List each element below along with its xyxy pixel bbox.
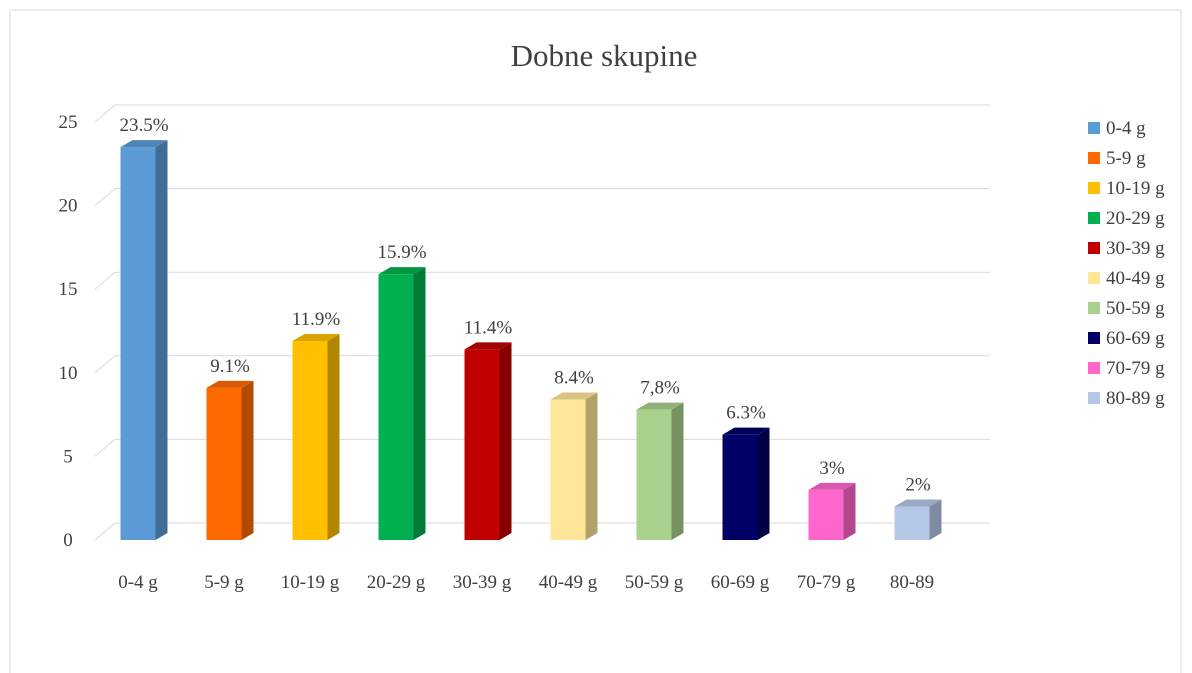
bar-top [636,402,684,410]
bar-top [808,482,856,490]
value-label: 8.4% [554,368,594,389]
bar-front [206,387,242,540]
bar-side [413,267,426,540]
bar-top [206,380,254,388]
bar-side [671,402,684,540]
x-tick-label: 10-19 g [281,572,340,593]
bar-front [120,147,156,540]
grid-line-side [94,188,116,206]
legend-label: 40-49 g [1106,268,1165,289]
value-label: 11.9% [292,309,341,330]
legend-label: 10-19 g [1106,178,1165,199]
value-label: 6.3% [726,403,766,424]
bar-top [894,499,942,507]
x-tick-label: 80-89 [890,572,934,593]
legend-label: 60-69 g [1106,328,1165,349]
legend-swatch [1088,332,1100,344]
value-label: 9.1% [210,356,250,377]
bar-side [929,499,942,540]
legend-swatch [1088,272,1100,284]
bar-front [636,409,672,540]
bar [894,499,942,540]
chart-frame [9,9,1182,673]
legend-swatch [1088,392,1100,404]
legend-label: 5-9 g [1106,148,1146,169]
bar [722,427,770,540]
bar [550,392,598,540]
value-label: 3% [819,458,845,479]
bar [206,380,254,540]
x-tick-label: 60-69 g [711,572,770,593]
bar [808,482,856,540]
bar-side [327,334,340,540]
bar-front [292,341,328,540]
x-tick-label: 30-39 g [453,572,512,593]
legend-swatch [1088,182,1100,194]
x-tick-label: 70-79 g [797,572,856,593]
bar-front [550,399,586,540]
legend-label: 0-4 g [1106,118,1146,139]
bar [292,334,340,540]
legend-swatch [1088,302,1100,314]
y-tick-label: 0 [63,530,73,551]
y-tick-label: 5 [63,446,73,467]
legend-label: 70-79 g [1106,358,1165,379]
bar-top [722,427,770,435]
bar [120,140,168,540]
value-label: 11.4% [464,317,513,338]
bar [464,342,512,540]
legend-label: 30-39 g [1106,238,1165,259]
bar-front [464,349,500,540]
value-label: 7,8% [640,378,680,399]
value-label: 15.9% [377,242,426,263]
legend-swatch [1088,122,1100,134]
y-tick-label: 10 [59,363,78,384]
y-tick-label: 20 [59,196,78,217]
legend-label: 50-59 g [1106,298,1165,319]
x-tick-label: 40-49 g [539,572,598,593]
bar-top [378,267,426,275]
bar-top [292,334,340,342]
grid-line-side [94,522,116,541]
bar-side [241,380,254,540]
chart-title: Dobne skupine [511,38,698,73]
y-tick-label: 25 [59,112,78,133]
legend-swatch [1088,362,1100,374]
bar-side [499,342,512,540]
bar-side [585,392,598,540]
grid-line-side [94,104,116,123]
legend-label: 20-29 g [1106,208,1165,229]
legend-label: 80-89 g [1106,388,1165,409]
grid-line-side [94,439,116,457]
y-tick-label: 15 [59,279,78,300]
x-tick-label: 20-29 g [367,572,426,593]
x-tick-label: 0-4 g [118,572,158,593]
value-label: 23.5% [119,115,168,136]
bar-front [722,434,758,540]
bar-top [464,342,512,350]
bar-side [155,140,168,540]
bar-side [757,427,770,540]
x-tick-label: 5-9 g [204,572,244,593]
bar-top [120,140,168,148]
grid-line-side [94,355,116,374]
bar-front [894,506,930,540]
bar [636,402,684,540]
bar [378,267,426,540]
bar-top [550,392,598,400]
bar-front [378,274,414,540]
bar-front [808,489,844,540]
legend-swatch [1088,152,1100,164]
legend-swatch [1088,212,1100,224]
bar-side [843,482,856,540]
grid-line-side [94,271,116,290]
x-tick-label: 50-59 g [625,572,684,593]
legend-swatch [1088,242,1100,254]
value-label: 2% [905,475,931,496]
